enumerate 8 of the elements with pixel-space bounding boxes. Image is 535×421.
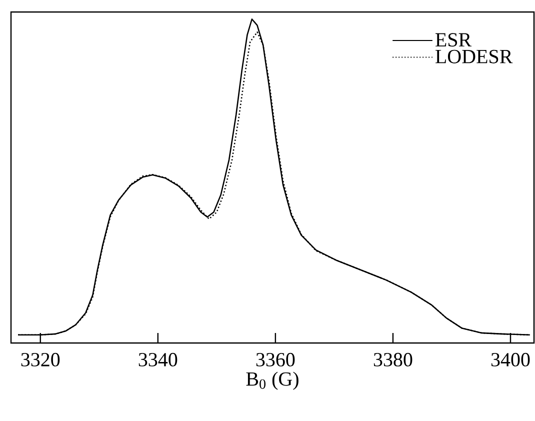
x-tick-label: 3380 xyxy=(374,352,412,366)
x-tick-label: 3340 xyxy=(138,352,178,366)
x-tick-label: 3400 xyxy=(491,352,530,366)
x-tick-label: 3360 xyxy=(256,352,295,366)
legend-label: ESR xyxy=(436,33,472,47)
x-tick-label: 3320 xyxy=(21,352,60,366)
legend-label: LODESR xyxy=(436,50,513,64)
x-axis-title: B$_{0}$ (G) xyxy=(246,372,298,390)
